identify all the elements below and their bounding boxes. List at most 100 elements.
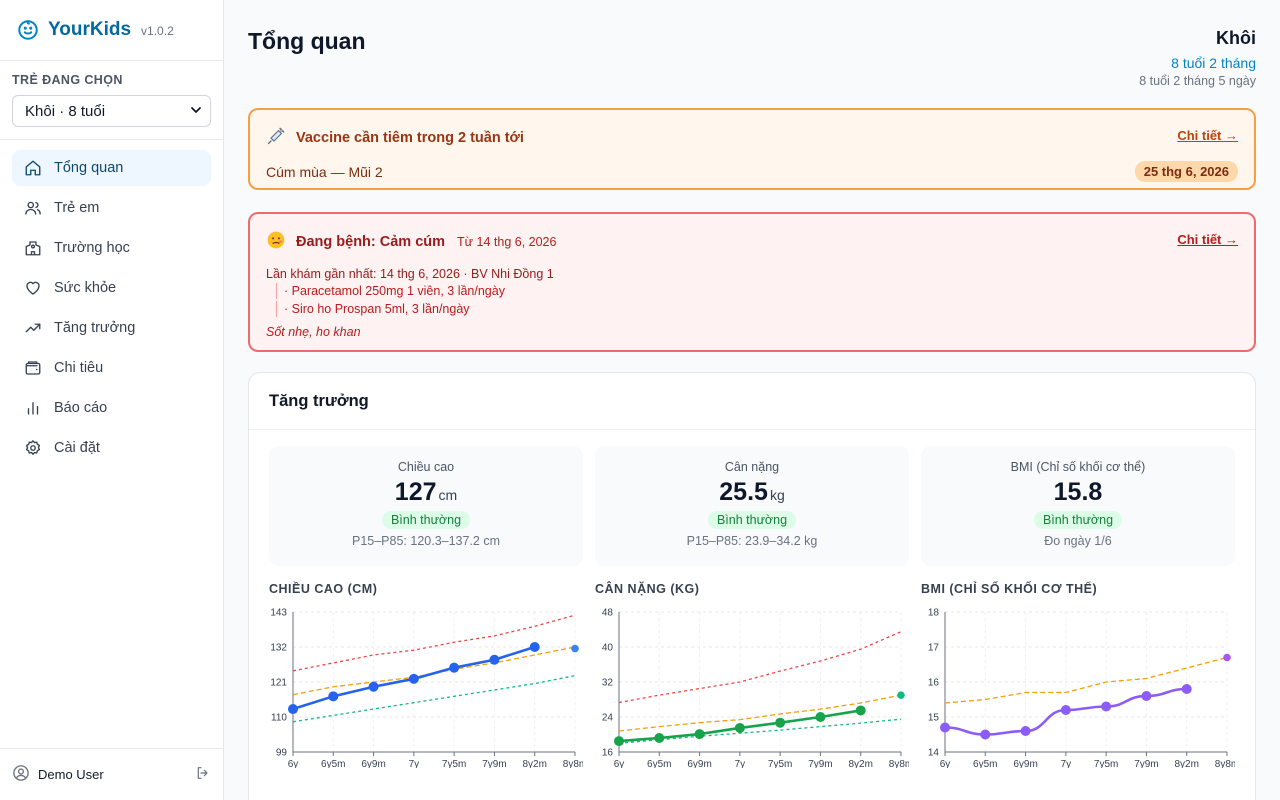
x-tick-label: 7y [735,759,746,768]
measured-point [980,729,991,740]
vaccine-alert-title: Vaccine cần tiêm trong 2 tuần tới [296,129,524,146]
sidebar-item-expenses[interactable]: Chi tiêu [12,350,211,386]
y-tick-label: 40 [602,643,614,654]
user-avatar-icon [12,764,30,785]
sidebar-item-label: Trẻ em [54,200,100,216]
vaccine-alert: Vaccine cần tiêm trong 2 tuần tới Chi ti… [248,108,1256,190]
x-tick-label: 7y [1061,759,1072,768]
measured-point [368,681,379,692]
page-title: Tổng quan [248,28,366,54]
x-tick-label: 6y [614,759,625,768]
sidebar-item-children[interactable]: Trẻ em [12,190,211,226]
home-icon [24,159,42,177]
y-tick-label: 143 [270,608,287,619]
stat-number: 15.8 [1053,478,1103,506]
chart-title: CHIỀU CAO (CM) [269,582,378,596]
x-tick-label: 6y5m [973,759,997,768]
wallet-icon [24,359,42,377]
stat-bmi: BMI (Chỉ số khối cơ thể) 15.8 Bình thườn… [921,446,1235,566]
smiley-logo-icon [16,18,40,42]
child-select[interactable]: Khôi · 8 tuổi [12,95,211,127]
logout-icon[interactable] [195,765,211,784]
chevron-down-icon [190,103,202,120]
stat-label: BMI (Chỉ số khối cơ thể) [1010,460,1146,474]
x-tick-label: 6y9m [361,759,385,768]
measured-point [408,673,419,684]
x-tick-label: 6y5m [321,759,345,768]
stat-reference: P15–P85: 23.9–34.2 kg [686,534,818,548]
percentile-line-p97 [618,631,902,704]
stat-label: Cân nặng [724,460,780,474]
stat-unit: cm [438,487,458,503]
stat-reference: Đo ngày 1/6 [1044,534,1112,548]
status-badge: Bình thường [707,511,797,529]
measured-point [529,642,540,652]
y-tick-label: 24 [602,713,614,724]
x-tick-label: 7y9m [1134,759,1158,768]
projected-point [571,644,579,653]
growth-charts: CHIỀU CAO (CM) 99 110 121 132 143 6y 6y5m 6y9m 7… [249,566,1255,768]
x-tick-label: 7y9m [808,759,832,768]
y-tick-label: 18 [928,608,940,619]
heart-icon [24,279,42,297]
weight-chart-svg: 16 24 32 40 48 6y 6y5m 6y9m 7y 7y5m 7y9m 8y2m 8y8m [602,608,909,769]
school-icon [24,239,42,257]
bmi-chart-svg: 14 15 16 17 18 6y 6y5m 6y9m 7y 7y5m 7y9m 8y2m 8y8m [928,608,1235,769]
measured-point [1141,691,1152,701]
user-footer: Demo User [0,748,223,800]
measured-point [328,691,339,702]
projected-point [897,691,905,699]
child-picker: TRẺ ĐANG CHỌN Khôi · 8 tuổi [0,61,223,140]
status-badge: Bình thường [381,511,471,529]
x-tick-label: 8y8m [1215,759,1235,768]
measured-point [449,662,460,673]
x-tick-label: 8y2m [522,759,546,768]
medication-item: · Siro ho Prospan 5ml, 3 lần/ngày [276,301,1238,317]
measured-point [1060,705,1071,715]
sidebar-item-school[interactable]: Trường học [12,230,211,266]
y-tick-label: 17 [928,643,940,654]
weight-chart: CÂN NẶNG (KG) 16 24 32 40 48 6y 6y5m 6y9m 7y 7y5m… [595,582,909,768]
measured-point [654,733,665,743]
sidebar-item-overview[interactable]: Tổng quan [12,150,211,186]
sick-details-link[interactable]: Chi tiết → [1177,232,1238,247]
sidebar-item-reports[interactable]: Báo cáo [12,390,211,426]
stat-number: 25.5 [719,478,768,506]
child-select-value: Khôi · 8 tuổi [25,102,106,120]
sidebar-item-settings[interactable]: Cài đặt [12,430,211,466]
x-tick-label: 7y5m [768,759,792,768]
stat-value: 25.5 kg [595,478,909,507]
page-header: Tổng quan Khôi 8 tuổi 2 tháng 8 tuổi 2 t… [248,0,1256,96]
users-icon [24,199,42,217]
sidebar-nav: Tổng quan Trẻ em Trường học Sức khỏe Tăn… [0,140,223,480]
kid-summary: Khôi 8 tuổi 2 tháng 8 tuổi 2 tháng 5 ngà… [1139,28,1256,88]
sidebar-item-label: Tăng trưởng [54,320,136,336]
x-tick-label: 7y9m [482,759,506,768]
sidebar-item-health[interactable]: Sức khỏe [12,270,211,306]
app-version: v1.0.2 [141,24,174,38]
x-tick-label: 6y5m [647,759,671,768]
sidebar-item-growth[interactable]: Tăng trưởng [12,310,211,346]
sidebar-item-label: Sức khỏe [54,280,117,296]
growth-stats: Chiều cao 127 cm Bình thường P15–P85: 120… [249,430,1255,566]
measured-point [815,712,826,722]
sidebar-item-label: Tổng quan [54,160,124,176]
y-tick-label: 132 [270,643,287,654]
vaccine-details-link[interactable]: Chi tiết → [1177,128,1238,143]
x-tick-label: 8y8m [889,759,909,768]
measured-point [1020,726,1031,736]
sick-since: Từ 14 thg 6, 2026 [457,234,557,249]
y-tick-label: 16 [602,748,614,759]
sidebar: YourKids v1.0.2 TRẺ ĐANG CHỌN Khôi · 8 t… [0,0,224,800]
sidebar-item-label: Chi tiêu [54,360,104,376]
stat-label: Chiều cao [397,460,455,474]
x-tick-label: 7y5m [1094,759,1118,768]
stat-unit: kg [769,487,785,503]
chart-title: CÂN NẶNG (KG) [595,582,700,596]
measured-point [1181,684,1192,694]
bar-chart-icon [24,399,42,417]
chart-title: BMI (CHỈ SỐ KHỐI CƠ THỂ) [921,582,1098,596]
x-tick-label: 6y [288,759,299,768]
app-name: YourKids [48,19,132,40]
vaccine-name: Cúm mùa — Mũi 2 [266,163,383,180]
